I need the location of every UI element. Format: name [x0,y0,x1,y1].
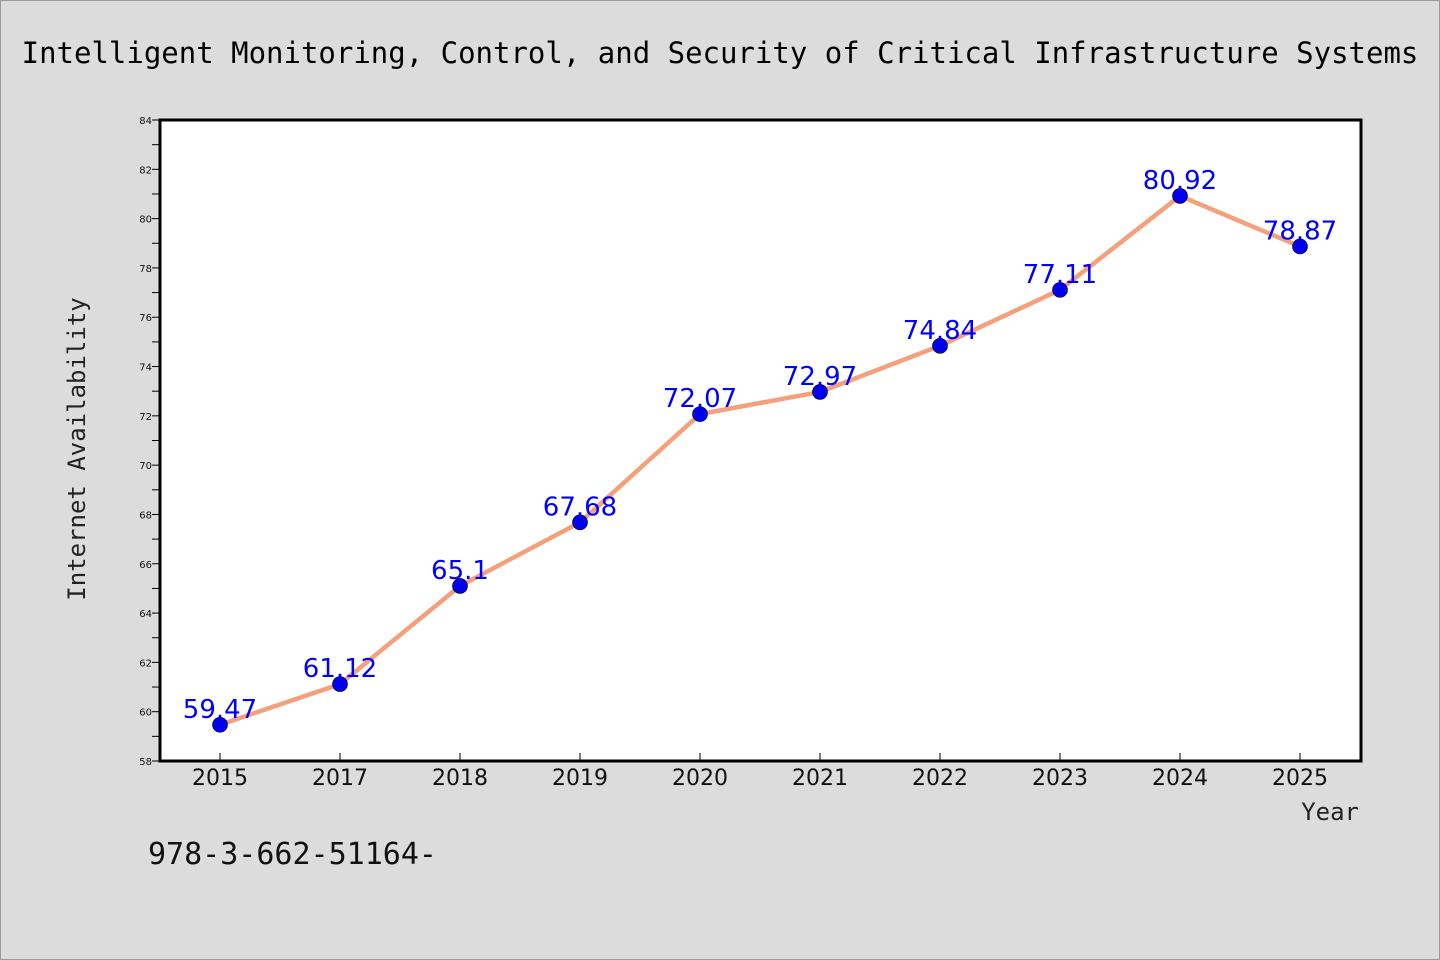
plot-area [158,118,1363,763]
y-tick-label: 70 [139,461,152,472]
y-tick-label: 74 [139,363,152,374]
series-line-group [219,193,1301,727]
data-point-marker [812,384,828,400]
y-axis-ticks: 58 60 62 64 66 68 70 72 74 76 78 80 82 84 [139,116,160,768]
data-point-marker [332,676,348,692]
data-point-marker [1292,238,1308,255]
y-tick-label: 78 [139,264,152,275]
x-tick-label: 2024 [1152,766,1208,791]
data-label: 78.87 [1263,216,1337,246]
chart-title: Intelligent Monitoring, Control, and Sec… [22,36,1419,70]
x-tick-label: 2019 [552,766,608,791]
data-label: 61.12 [303,654,377,684]
data-label: 67.68 [543,492,617,522]
x-tick-label: 2021 [792,766,848,791]
data-point-marker [1172,188,1188,204]
y-tick-label: 80 [139,215,152,226]
data-point-marker [452,578,468,594]
x-tick-label: 2018 [432,766,488,791]
footer-text: 978-3-662-51164- [148,837,437,872]
x-tick-label: 2023 [1032,766,1088,791]
data-point-marker [692,406,708,422]
y-tick-label: 58 [139,757,152,768]
data-label: 65.1 [431,556,489,586]
x-axis-label: Year [1301,798,1359,826]
y-tick-label: 82 [139,165,152,176]
x-tick-label: 2015 [192,766,248,791]
data-label: 74.84 [903,316,977,346]
data-label: 77.11 [1023,260,1097,290]
data-labels-group: 59.47 61.12 65.1 67.68 72.07 72.97 74.84 77.11 8… [183,166,1337,725]
data-point-marker [572,514,588,531]
data-label: 72.97 [783,362,857,392]
y-axis-label: Internet Availability [63,297,91,600]
x-tick-label: 2020 [672,766,728,791]
y-tick-label: 68 [139,510,152,521]
data-label: 59.47 [183,695,257,725]
x-tick-label: 2025 [1272,766,1328,791]
data-label: 80.92 [1143,166,1217,196]
y-tick-label: 72 [139,412,152,423]
y-tick-label: 64 [139,609,152,620]
data-point-marker [1052,282,1068,298]
y-tick-label: 66 [139,560,152,571]
y-tick-label: 62 [139,658,152,669]
x-tick-label: 2017 [312,766,368,791]
series-line [219,193,1301,727]
y-tick-label: 60 [139,708,152,719]
x-axis-ticks: 2015 2017 2018 2019 2020 2021 2022 2023 2024 2025 [192,753,1328,791]
y-tick-label: 76 [139,313,152,324]
data-label: 72.07 [663,384,737,414]
y-tick-label: 84 [139,116,152,127]
data-point-marker [932,338,948,354]
x-tick-label: 2022 [912,766,968,791]
data-point-marker [212,716,228,733]
markers-group [212,188,1308,733]
